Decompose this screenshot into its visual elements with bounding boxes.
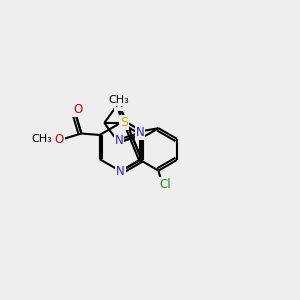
Text: CH₃: CH₃ — [32, 134, 52, 144]
Text: N: N — [116, 165, 125, 178]
Text: O: O — [54, 133, 64, 146]
Text: S: S — [120, 116, 128, 129]
Text: N: N — [136, 126, 144, 139]
Text: N: N — [115, 134, 124, 148]
Text: CH₃: CH₃ — [109, 95, 130, 105]
Text: Cl: Cl — [159, 178, 171, 191]
Text: N: N — [115, 98, 124, 110]
Text: O: O — [73, 103, 82, 116]
